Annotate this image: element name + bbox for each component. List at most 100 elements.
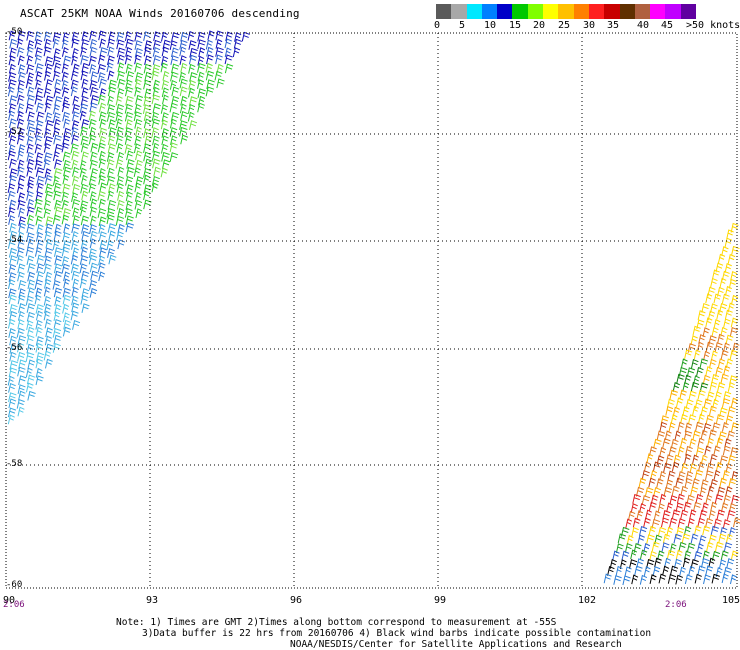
wind-barb bbox=[97, 190, 106, 201]
wind-barb bbox=[683, 501, 692, 512]
wind-barb bbox=[628, 559, 638, 569]
wind-barb bbox=[690, 335, 698, 346]
wind-barb bbox=[696, 319, 705, 330]
wind-barb bbox=[89, 38, 98, 49]
wind-barb bbox=[52, 343, 61, 353]
wind-barb bbox=[151, 176, 160, 186]
wind-barb bbox=[666, 502, 673, 513]
wind-barb bbox=[45, 327, 53, 338]
wind-barb bbox=[26, 119, 35, 130]
wind-barb bbox=[9, 95, 18, 105]
wind-barb bbox=[648, 501, 657, 512]
wind-barb bbox=[116, 199, 125, 210]
wind-barb bbox=[17, 231, 25, 242]
wind-barb bbox=[726, 430, 736, 441]
wind-barb bbox=[134, 31, 143, 42]
wind-barb bbox=[98, 150, 106, 161]
wind-barb bbox=[70, 263, 79, 274]
wind-barb bbox=[27, 390, 36, 401]
wind-barb bbox=[152, 79, 160, 90]
wind-barb bbox=[116, 175, 125, 186]
wind-barb bbox=[34, 143, 43, 154]
wind-barb bbox=[695, 447, 705, 457]
wind-barb bbox=[679, 566, 686, 577]
wind-barb bbox=[721, 293, 730, 304]
wind-barb bbox=[26, 143, 34, 154]
wind-barb bbox=[673, 558, 682, 569]
wind-barb bbox=[89, 287, 98, 298]
wind-barb bbox=[54, 255, 63, 265]
wind-barb bbox=[108, 79, 117, 90]
wind-barb bbox=[34, 159, 43, 170]
wind-barb bbox=[7, 183, 16, 194]
wind-barb bbox=[653, 438, 662, 449]
colorbar-label: 15 bbox=[509, 20, 522, 31]
wind-barb bbox=[704, 445, 712, 456]
wind-barb bbox=[675, 549, 683, 560]
wind-barb bbox=[18, 216, 27, 226]
wind-barb bbox=[8, 272, 17, 282]
wind-barb bbox=[653, 487, 662, 497]
wind-barb bbox=[54, 304, 62, 314]
wind-barb bbox=[44, 102, 52, 113]
wind-barb bbox=[71, 270, 80, 281]
wind-barb bbox=[53, 311, 61, 322]
wind-barb bbox=[615, 565, 623, 576]
wind-barb bbox=[53, 190, 62, 201]
wind-barb bbox=[676, 373, 685, 384]
wind-barb bbox=[179, 86, 188, 97]
wind-barb bbox=[63, 223, 71, 234]
wind-barb bbox=[35, 303, 44, 314]
wind-barb bbox=[97, 63, 106, 74]
wind-barb bbox=[9, 304, 18, 314]
wind-barb bbox=[54, 206, 64, 217]
wind-barb bbox=[90, 142, 99, 153]
wind-barb bbox=[62, 232, 71, 242]
wind-barb bbox=[44, 174, 53, 185]
wind-barb bbox=[627, 510, 636, 521]
wind-barb bbox=[90, 198, 98, 209]
wind-barb bbox=[124, 103, 133, 114]
wind-barb bbox=[9, 158, 17, 169]
wind-barb bbox=[630, 503, 638, 513]
wind-barb bbox=[106, 62, 114, 73]
colorbar-swatch bbox=[543, 4, 559, 19]
pass-time-right: 2:06 bbox=[665, 600, 687, 610]
wind-barb bbox=[171, 95, 180, 106]
wind-barb bbox=[699, 358, 709, 369]
wind-barb bbox=[35, 206, 43, 217]
footnote-line-3: NOAA/NESDIS/Center for Satellite Applica… bbox=[290, 639, 622, 650]
wind-barb bbox=[17, 310, 25, 321]
footnote-line-1: Note: 1) Times are GMT 2)Times along bot… bbox=[116, 617, 557, 628]
wind-barb bbox=[44, 358, 53, 369]
wind-barb bbox=[224, 47, 232, 58]
wind-barb bbox=[8, 30, 16, 41]
wind-barb bbox=[712, 398, 719, 409]
wind-barb bbox=[70, 70, 79, 81]
wind-barb bbox=[169, 142, 178, 153]
wind-barb bbox=[16, 327, 25, 338]
wind-barb bbox=[152, 103, 161, 113]
wind-barb bbox=[18, 288, 26, 299]
wind-barb bbox=[143, 151, 151, 162]
wind-barb bbox=[53, 334, 62, 345]
wind-barb bbox=[8, 127, 16, 138]
wind-barb bbox=[98, 216, 107, 227]
wind-barb bbox=[35, 79, 42, 90]
wind-barb bbox=[713, 293, 722, 304]
wind-barb bbox=[658, 573, 667, 584]
wind-barb bbox=[71, 126, 79, 137]
lon-label: 105 bbox=[722, 595, 740, 606]
wind-barb bbox=[8, 103, 17, 114]
wind-barb bbox=[696, 543, 704, 553]
wind-barb bbox=[197, 102, 205, 113]
wind-barb bbox=[678, 541, 687, 552]
wind-barb bbox=[124, 31, 132, 42]
wind-barb bbox=[726, 229, 734, 240]
wind-barb bbox=[197, 31, 206, 42]
wind-barb bbox=[727, 253, 736, 264]
wind-barb bbox=[8, 294, 17, 305]
wind-barb bbox=[619, 559, 627, 570]
wind-barb bbox=[8, 392, 17, 403]
wind-barb bbox=[44, 135, 53, 146]
